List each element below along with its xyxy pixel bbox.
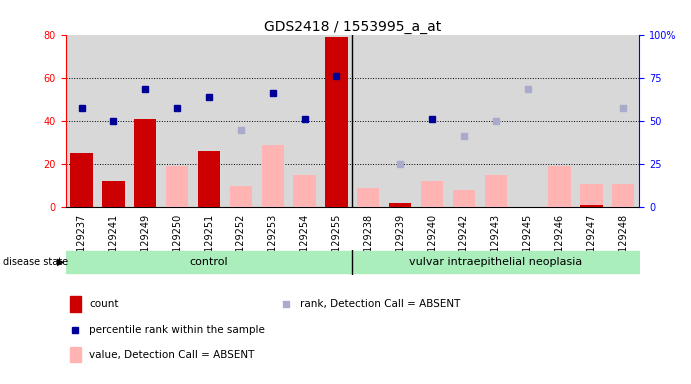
Text: disease state: disease state bbox=[3, 257, 68, 267]
Bar bbox=[225, 35, 257, 207]
Bar bbox=[512, 35, 544, 207]
Bar bbox=[480, 35, 512, 207]
Bar bbox=[576, 35, 607, 207]
Bar bbox=[262, 145, 284, 207]
Bar bbox=[389, 203, 411, 207]
Bar bbox=[129, 35, 161, 207]
Bar bbox=[549, 166, 571, 207]
Bar bbox=[166, 166, 189, 207]
Bar bbox=[321, 35, 352, 207]
Text: ▶: ▶ bbox=[57, 257, 65, 267]
Bar bbox=[421, 182, 443, 207]
Bar bbox=[66, 35, 97, 207]
Title: GDS2418 / 1553995_a_at: GDS2418 / 1553995_a_at bbox=[264, 20, 441, 33]
Bar bbox=[198, 151, 220, 207]
Bar bbox=[416, 35, 448, 207]
Bar bbox=[384, 35, 416, 207]
Bar bbox=[134, 119, 156, 207]
Bar bbox=[97, 35, 129, 207]
Text: value, Detection Call = ABSENT: value, Detection Call = ABSENT bbox=[89, 350, 255, 360]
Bar bbox=[580, 184, 603, 207]
Bar bbox=[193, 35, 225, 207]
Bar bbox=[453, 190, 475, 207]
Text: rank, Detection Call = ABSENT: rank, Detection Call = ABSENT bbox=[300, 299, 460, 309]
Bar bbox=[229, 186, 252, 207]
Bar bbox=[294, 175, 316, 207]
Text: percentile rank within the sample: percentile rank within the sample bbox=[89, 325, 265, 335]
Bar bbox=[357, 188, 379, 207]
Text: count: count bbox=[89, 299, 119, 309]
Bar bbox=[161, 35, 193, 207]
Bar bbox=[544, 35, 576, 207]
Bar bbox=[352, 35, 384, 207]
Bar bbox=[612, 184, 634, 207]
Bar bbox=[484, 175, 507, 207]
Bar bbox=[607, 35, 639, 207]
Bar bbox=[70, 347, 81, 362]
Text: control: control bbox=[190, 257, 228, 267]
Bar bbox=[70, 153, 93, 207]
Bar bbox=[70, 296, 81, 312]
Bar bbox=[102, 182, 124, 207]
Bar bbox=[325, 37, 348, 207]
Text: vulvar intraepithelial neoplasia: vulvar intraepithelial neoplasia bbox=[409, 257, 583, 267]
Bar bbox=[289, 35, 321, 207]
Bar bbox=[580, 205, 603, 207]
Bar bbox=[257, 35, 289, 207]
Bar bbox=[448, 35, 480, 207]
